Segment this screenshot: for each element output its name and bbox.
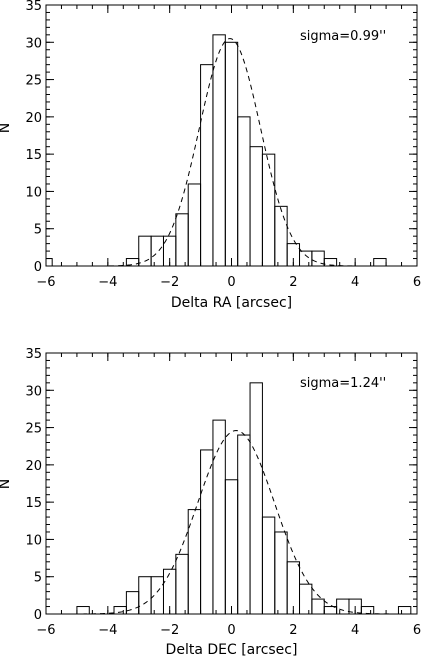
histogram-bin xyxy=(113,606,127,615)
histogram-bin xyxy=(212,419,226,615)
histogram-bin xyxy=(224,41,239,267)
x-axis-title: Delta DEC [arcsec] xyxy=(166,642,298,658)
x-tick-label: −6 xyxy=(36,275,55,290)
histogram-bin xyxy=(274,205,288,267)
y-tick-label: 15 xyxy=(25,496,42,511)
y-axis-title: N xyxy=(0,479,13,489)
histogram-bin xyxy=(150,235,164,267)
x-tick-label: 0 xyxy=(227,623,235,638)
y-tick-label: 15 xyxy=(25,148,42,163)
histogram-bin xyxy=(237,434,251,615)
x-tick-label: 4 xyxy=(351,275,359,290)
x-tick-label: 4 xyxy=(351,623,359,638)
y-tick-label: 20 xyxy=(25,111,42,126)
y-tick-label: 25 xyxy=(25,74,42,89)
histogram-bin xyxy=(373,258,387,267)
x-tick-label: 0 xyxy=(227,275,235,290)
histogram-bin xyxy=(249,382,263,615)
y-tick-label: 0 xyxy=(34,608,42,623)
histogram-bin xyxy=(261,516,276,615)
x-tick-label: −4 xyxy=(98,275,117,290)
histogram-bin xyxy=(175,553,189,615)
histogram-bin xyxy=(138,576,152,615)
y-tick-label: 10 xyxy=(25,533,42,548)
gaussian-fit-curve xyxy=(46,38,417,267)
y-tick-label: 30 xyxy=(25,384,42,399)
histogram-bin xyxy=(200,449,214,615)
histogram-bin xyxy=(187,183,202,267)
y-tick-label: 10 xyxy=(25,185,42,200)
panel-delta-dec: −6 −4 −2 0 2 4 6 0 5 10 15 20 25 30 35 sigma=1.24'' Delt… xyxy=(0,347,421,658)
histogram-bin xyxy=(45,258,53,267)
x-tick-label: 2 xyxy=(289,623,297,638)
y-tick-label: 0 xyxy=(34,260,42,275)
histogram-bin xyxy=(224,479,239,615)
x-tick-label: 2 xyxy=(289,275,297,290)
x-tick-label: −4 xyxy=(98,623,117,638)
histogram-bin xyxy=(212,34,226,267)
x-tick-label: 6 xyxy=(413,623,421,638)
histogram-bin xyxy=(397,606,412,615)
histogram-bin xyxy=(76,606,90,615)
y-tick-label: 20 xyxy=(25,459,42,474)
y-tick-label: 25 xyxy=(25,422,42,437)
x-tick-label: 6 xyxy=(413,275,421,290)
histogram-bin xyxy=(150,576,164,615)
plot-frame xyxy=(45,352,418,615)
y-tick-label: 5 xyxy=(34,223,42,238)
histogram-bin xyxy=(175,213,189,267)
x-tick-label: −6 xyxy=(36,623,55,638)
x-tick-label: −2 xyxy=(160,275,179,290)
histogram-bin xyxy=(299,583,313,615)
histogram-bin xyxy=(311,598,325,615)
histogram-bin xyxy=(261,153,276,267)
y-axis-title: N xyxy=(0,123,13,133)
x-axis-title: Delta RA [arcsec] xyxy=(171,295,292,311)
y-tick-label: 35 xyxy=(25,0,42,14)
histogram-bin xyxy=(360,606,375,615)
y-tick-label: 5 xyxy=(34,571,42,586)
y-tick-label: 35 xyxy=(25,347,42,362)
histogram-bin xyxy=(249,146,263,267)
histogram-bin xyxy=(274,531,288,615)
x-tick-label: −2 xyxy=(160,623,179,638)
histogram-bin xyxy=(237,116,251,267)
gaussian-fit-curve xyxy=(46,430,417,615)
sigma-annotation: sigma=1.24'' xyxy=(300,376,386,391)
histogram-bin xyxy=(336,598,350,615)
sigma-annotation: sigma=0.99'' xyxy=(300,29,386,44)
histogram-bin xyxy=(299,250,313,267)
plot-frame xyxy=(45,4,418,267)
y-tick-label: 30 xyxy=(25,36,42,51)
panel-delta-ra: −6 −4 −2 0 2 4 6 0 5 10 15 20 25 30 35 sigma=0.99'' Delt… xyxy=(0,0,421,311)
